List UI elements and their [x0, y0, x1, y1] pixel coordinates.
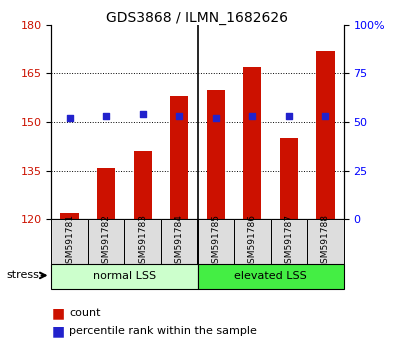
Bar [234, 219, 271, 264]
Bar [88, 219, 124, 264]
Bar [51, 264, 198, 289]
Point [213, 115, 219, 121]
Bar [134, 152, 152, 219]
Point [66, 115, 73, 121]
Text: ■: ■ [51, 306, 64, 320]
Point [286, 113, 292, 119]
Bar [316, 51, 335, 219]
Text: GSM591785: GSM591785 [211, 214, 220, 269]
Bar [60, 213, 79, 219]
Point [322, 113, 329, 119]
Text: GSM591786: GSM591786 [248, 214, 257, 269]
Bar [124, 219, 161, 264]
Point [249, 113, 256, 119]
Point [176, 113, 182, 119]
Bar [170, 96, 188, 219]
Text: stress: stress [6, 270, 39, 280]
Text: GSM591788: GSM591788 [321, 214, 330, 269]
Bar [198, 219, 234, 264]
Text: GDS3868 / ILMN_1682626: GDS3868 / ILMN_1682626 [107, 11, 288, 25]
Text: percentile rank within the sample: percentile rank within the sample [69, 326, 257, 336]
Bar [198, 264, 344, 289]
Bar [207, 90, 225, 219]
Bar [161, 219, 198, 264]
Bar [307, 219, 344, 264]
Text: count: count [69, 308, 101, 318]
Point [139, 112, 146, 117]
Text: elevated LSS: elevated LSS [234, 271, 307, 281]
Bar [51, 219, 88, 264]
Text: GSM591784: GSM591784 [175, 214, 184, 269]
Text: GSM591781: GSM591781 [65, 214, 74, 269]
Bar [97, 167, 115, 219]
Text: normal LSS: normal LSS [93, 271, 156, 281]
Text: GSM591787: GSM591787 [284, 214, 293, 269]
Bar [271, 219, 307, 264]
Bar [243, 67, 261, 219]
Text: GSM591782: GSM591782 [102, 214, 111, 269]
Text: GSM591783: GSM591783 [138, 214, 147, 269]
Text: ■: ■ [51, 324, 64, 338]
Point [103, 113, 109, 119]
Bar [280, 138, 298, 219]
